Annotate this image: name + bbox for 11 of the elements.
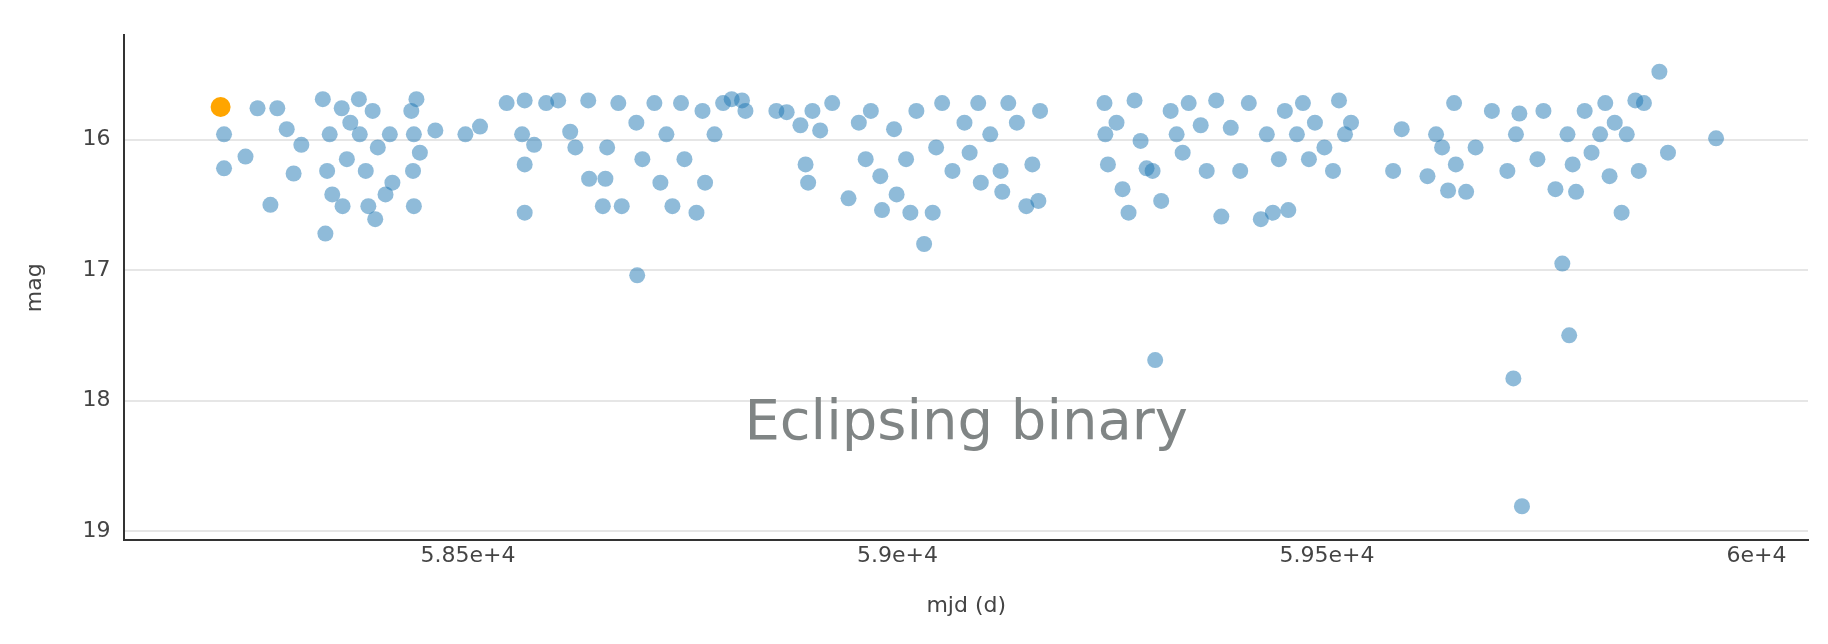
y-axis-title: mag [20, 263, 46, 313]
y-tick-label: 18 [82, 386, 111, 412]
y-tick-label: 19 [82, 516, 111, 542]
x-tick-label: 5.9e+4 [857, 542, 938, 568]
y-tick-label: 16 [82, 125, 111, 151]
y-tick-label: 17 [82, 255, 111, 281]
x-tick-label: 5.95e+4 [1279, 542, 1375, 568]
x-axis-title: mjd (d) [926, 591, 1007, 617]
annotation: Eclipsing binary [744, 386, 1188, 452]
x-tick-label: 5.85e+4 [420, 542, 516, 568]
x-tick-label: 6e+4 [1726, 542, 1787, 568]
